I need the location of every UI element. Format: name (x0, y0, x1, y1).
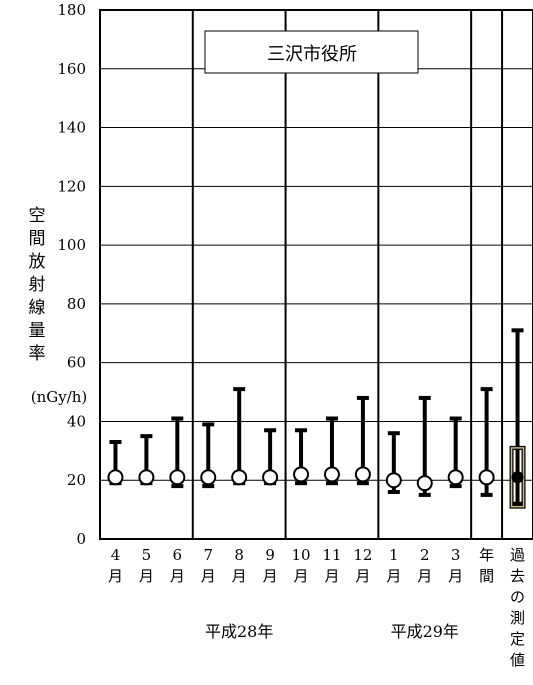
group-label: 平成29年 (391, 622, 459, 641)
x-tick-label: 4 (111, 546, 121, 564)
y-axis-label-char: 線 (29, 298, 46, 318)
x-tick-label: 月 (355, 567, 370, 585)
plot-frame (99, 9, 533, 540)
y-tick-label: 140 (57, 119, 86, 137)
y-tick-label: 120 (57, 177, 86, 195)
x-tick-label: 月 (386, 567, 401, 585)
y-axis-label-char: 放 (29, 252, 46, 272)
x-tick-label: 6 (173, 546, 183, 564)
data-marks (107, 328, 526, 509)
y-axis-unit: (nGy/h) (31, 388, 88, 406)
mean-point (478, 469, 495, 486)
mean-point (231, 469, 248, 486)
y-axis-label-char: 空 (29, 206, 46, 226)
x-axis-group-labels: 平成28年 平成29年 (205, 622, 459, 641)
x-tick-label: 月 (108, 567, 123, 585)
y-axis-label-char: 量 (29, 321, 46, 341)
y-tick-label: 0 (76, 530, 86, 548)
x-tick-label: 7 (203, 546, 213, 564)
x-tick-label: 値 (510, 651, 525, 669)
grid-lines (100, 68, 533, 481)
x-tick-label: 月 (294, 567, 309, 585)
x-tick-label: 3 (451, 546, 461, 564)
group-label: 平成28年 (205, 622, 273, 641)
x-tick-label: 年 (479, 546, 494, 564)
x-tick-label: 測 (510, 609, 525, 627)
mean-point (107, 469, 124, 486)
mean-point (354, 466, 371, 483)
past-mean-point (511, 471, 524, 484)
x-tick-label: 2 (420, 546, 430, 564)
x-tick-label: 5 (142, 546, 152, 564)
x-tick-label: 11 (322, 546, 341, 564)
x-tick-label: 12 (353, 546, 372, 564)
x-tick-label: 月 (232, 567, 247, 585)
x-tick-label: 月 (139, 567, 154, 585)
x-tick-label: 月 (201, 567, 216, 585)
mean-point (200, 469, 217, 486)
x-tick-label: 10 (291, 546, 310, 564)
y-tick-label: 60 (67, 354, 86, 372)
y-axis-label-char: 間 (29, 229, 46, 249)
x-tick-label: 9 (265, 546, 275, 564)
x-tick-label: 月 (263, 567, 278, 585)
y-axis-tick-labels: 0 20 40 60 80 100 120 140 160 180 (57, 1, 86, 548)
mean-point (138, 469, 155, 486)
x-tick-label: 過 (510, 546, 525, 564)
mean-point (323, 466, 340, 483)
y-tick-label: 160 (57, 60, 86, 78)
y-axis-label-char: 射 (29, 275, 46, 295)
group-separators (191, 10, 504, 539)
x-tick-label: 8 (234, 546, 244, 564)
x-tick-label: 定 (510, 630, 525, 648)
x-tick-label: 去 (510, 567, 525, 585)
x-tick-label: 月 (448, 567, 463, 585)
x-tick-label: 月 (170, 567, 185, 585)
chart-title: 三沢市役所 (267, 44, 357, 65)
y-tick-label: 20 (67, 471, 86, 489)
x-tick-label: 1 (389, 546, 399, 564)
mean-point (169, 469, 186, 486)
y-axis-label-char: 率 (29, 344, 46, 364)
mean-point (293, 466, 310, 483)
title-box (204, 30, 419, 74)
y-tick-label: 100 (57, 236, 86, 254)
x-tick-label: 月 (417, 567, 432, 585)
x-tick-label: の (510, 588, 525, 606)
y-tick-label: 180 (57, 1, 86, 19)
mean-point (385, 472, 402, 489)
y-tick-label: 80 (67, 295, 86, 313)
mean-point (262, 469, 279, 486)
x-tick-label: 間 (479, 567, 494, 585)
x-tick-label: 月 (324, 567, 339, 585)
y-tick-label: 40 (67, 412, 86, 430)
mean-point (447, 469, 464, 486)
mean-point (416, 475, 433, 492)
